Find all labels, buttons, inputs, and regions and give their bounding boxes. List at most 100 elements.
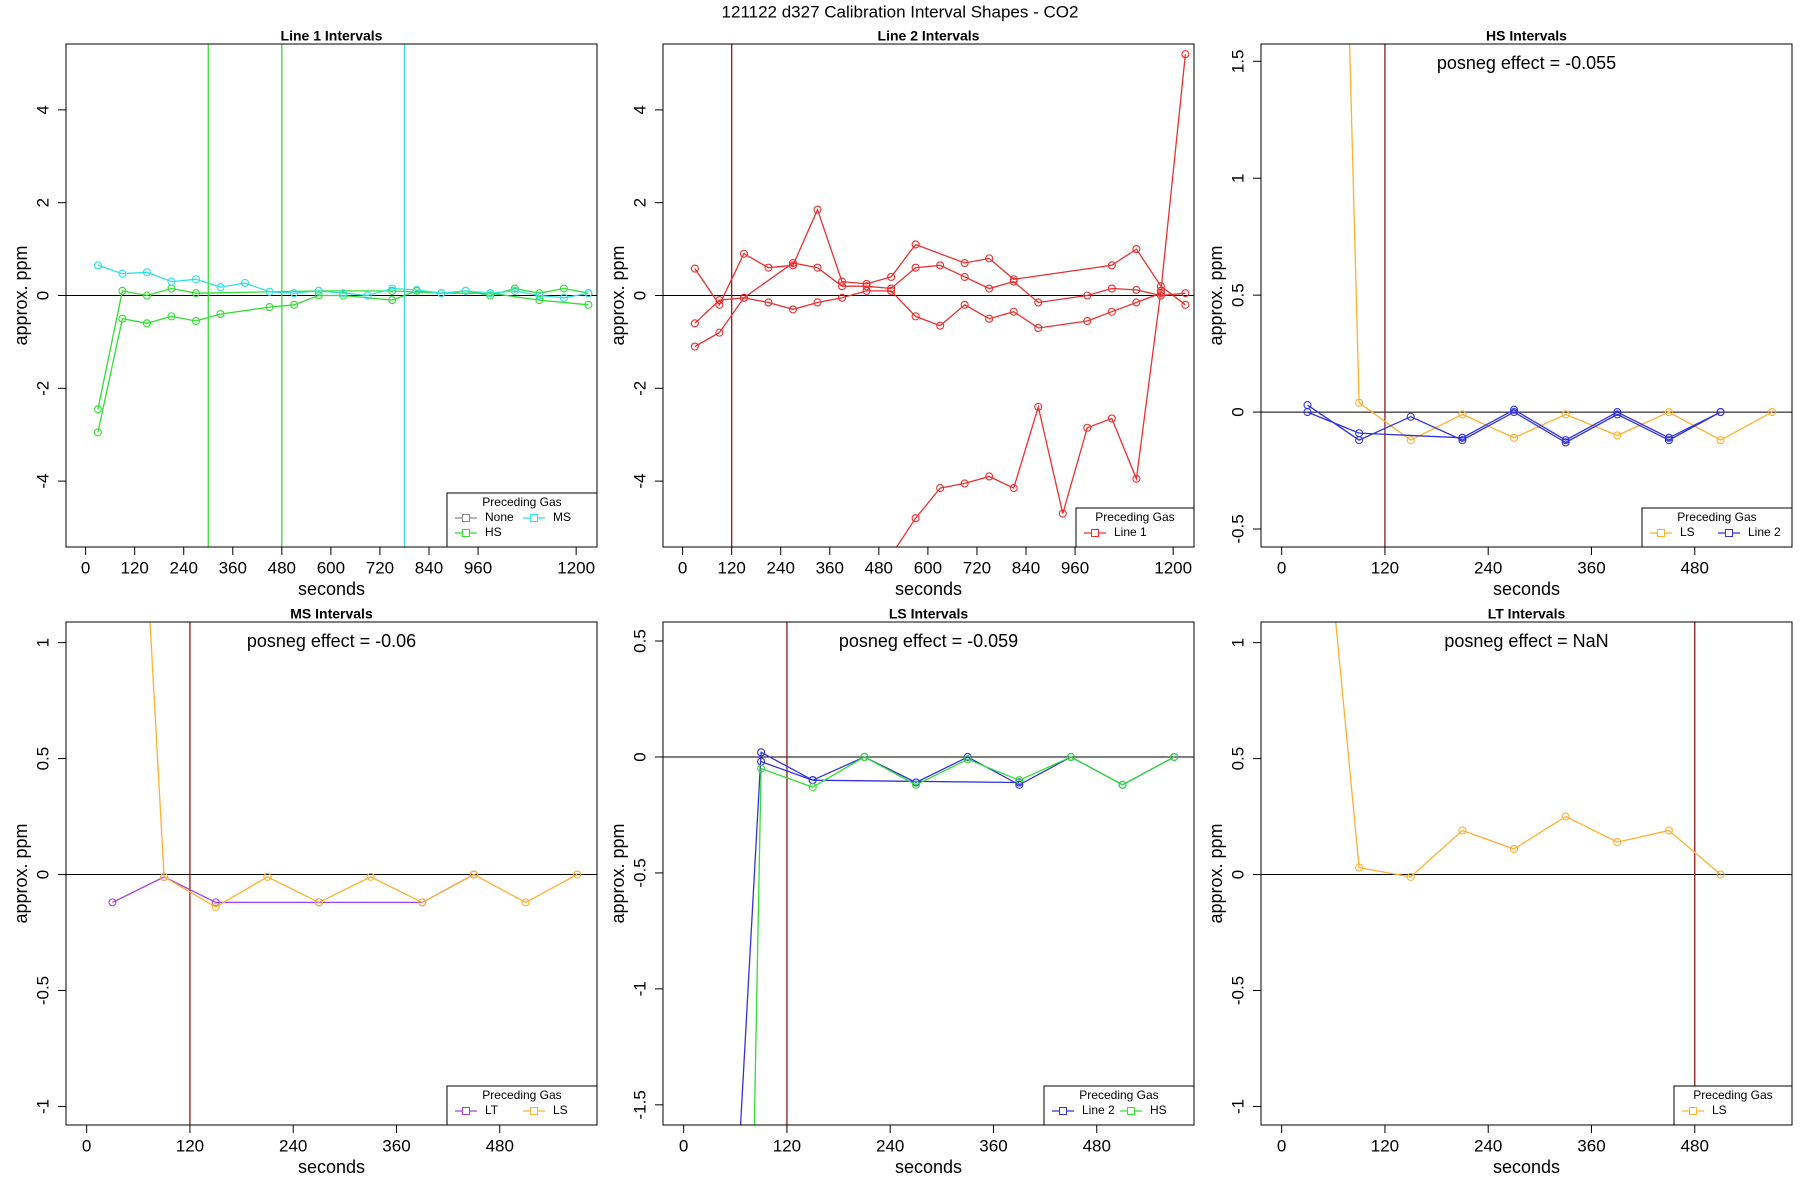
y-tick-label: -0.5 bbox=[33, 976, 52, 1005]
data-point bbox=[1181, 289, 1190, 298]
data-point bbox=[1406, 872, 1415, 881]
x-tick-label: 240 bbox=[1474, 558, 1502, 577]
legend-marker bbox=[530, 514, 538, 522]
data-point bbox=[366, 872, 375, 881]
data-point bbox=[265, 287, 274, 296]
data-point bbox=[1664, 408, 1673, 417]
data-point bbox=[1716, 436, 1725, 445]
data-point bbox=[739, 293, 748, 302]
y-tick-label: 0.5 bbox=[1228, 747, 1247, 771]
plot-area bbox=[66, 44, 597, 547]
series-line bbox=[1307, 404, 1721, 444]
annotation: posneg effect = -0.059 bbox=[839, 631, 1018, 651]
x-tick-label: 840 bbox=[415, 558, 443, 577]
data-point bbox=[1009, 307, 1018, 316]
data-point bbox=[339, 289, 348, 298]
x-axis-label: seconds bbox=[298, 579, 365, 599]
legend-marker bbox=[1127, 1107, 1135, 1115]
data-point bbox=[813, 263, 822, 272]
data-point bbox=[412, 285, 421, 294]
x-tick-label: 120 bbox=[773, 1136, 801, 1155]
legend-label: LS bbox=[553, 1103, 568, 1117]
data-point bbox=[118, 314, 127, 323]
data-point bbox=[739, 249, 748, 258]
data-point bbox=[240, 278, 250, 288]
series-line bbox=[753, 756, 1175, 1125]
data-point bbox=[211, 902, 220, 912]
data-point bbox=[1406, 412, 1415, 421]
data-point bbox=[715, 300, 724, 309]
data-point bbox=[1107, 284, 1116, 293]
x-tick-label: 0 bbox=[81, 558, 90, 577]
series-line bbox=[97, 264, 589, 299]
data-point bbox=[1613, 408, 1622, 417]
data-point bbox=[1181, 50, 1190, 59]
legend-box bbox=[446, 1085, 598, 1126]
series-line bbox=[1335, 622, 1722, 878]
data-point bbox=[142, 291, 151, 300]
data-point bbox=[911, 240, 920, 249]
data-point bbox=[142, 319, 151, 328]
panel-title: MS Intervals bbox=[290, 606, 373, 622]
x-tick-label: 480 bbox=[1083, 1136, 1111, 1155]
data-point bbox=[757, 748, 766, 757]
x-tick-label: 360 bbox=[382, 1136, 410, 1155]
panel-title: HS Intervals bbox=[1486, 28, 1567, 44]
data-point bbox=[715, 296, 724, 305]
data-point bbox=[963, 755, 972, 764]
y-tick-label: 0 bbox=[630, 291, 649, 300]
x-tick-label: 840 bbox=[1012, 558, 1040, 577]
plot-area bbox=[66, 622, 597, 1125]
x-tick-label: 360 bbox=[816, 558, 844, 577]
legend-marker bbox=[462, 529, 470, 537]
x-axis-label: seconds bbox=[1493, 579, 1560, 599]
x-tick-label: 120 bbox=[717, 558, 745, 577]
data-point bbox=[960, 272, 969, 281]
data-point bbox=[469, 870, 478, 879]
data-point bbox=[911, 263, 920, 272]
x-tick-label: 0 bbox=[679, 1136, 688, 1155]
data-point bbox=[216, 310, 225, 319]
y-tick-label: 1 bbox=[1228, 638, 1247, 647]
legend-title: Preceding Gas bbox=[1677, 510, 1756, 524]
data-point bbox=[1132, 285, 1141, 294]
y-tick-label: 0 bbox=[630, 752, 649, 761]
legend-box bbox=[1075, 507, 1195, 548]
x-tick-label: 1200 bbox=[1154, 558, 1192, 577]
data-point bbox=[1458, 436, 1467, 445]
legend-marker bbox=[462, 1107, 470, 1115]
data-point bbox=[388, 286, 397, 295]
data-point bbox=[216, 283, 225, 292]
data-point bbox=[437, 289, 446, 298]
x-axis-label: seconds bbox=[895, 579, 962, 599]
data-point bbox=[813, 205, 822, 214]
plot-area bbox=[663, 622, 1194, 1125]
data-point bbox=[887, 286, 896, 295]
legend-box bbox=[1641, 507, 1793, 548]
x-tick-label: 0 bbox=[82, 1136, 91, 1155]
x-tick-label: 720 bbox=[963, 558, 991, 577]
data-point bbox=[1509, 408, 1519, 417]
data-point bbox=[808, 783, 817, 792]
data-point bbox=[1664, 826, 1673, 835]
data-point bbox=[118, 269, 127, 278]
y-tick-label: 0.5 bbox=[1228, 283, 1247, 307]
data-point bbox=[936, 321, 945, 330]
data-point bbox=[960, 300, 969, 309]
data-point bbox=[1355, 863, 1364, 872]
y-tick-label: 1 bbox=[1228, 173, 1247, 182]
legend-title: Preceding Gas bbox=[1693, 1088, 1772, 1102]
data-point bbox=[862, 286, 871, 295]
data-point bbox=[788, 258, 798, 268]
data-point bbox=[1083, 291, 1092, 300]
x-tick-label: 0 bbox=[1277, 558, 1286, 577]
data-point bbox=[1107, 261, 1116, 270]
legend-label: Line 2 bbox=[1748, 525, 1781, 539]
figure-title: 121122 d327 Calibration Interval Shapes … bbox=[722, 2, 1079, 21]
legend-marker bbox=[530, 1107, 538, 1115]
x-tick-label: 240 bbox=[170, 558, 198, 577]
x-tick-label: 600 bbox=[317, 558, 345, 577]
y-tick-label: 0 bbox=[33, 870, 52, 879]
data-point bbox=[837, 277, 847, 286]
